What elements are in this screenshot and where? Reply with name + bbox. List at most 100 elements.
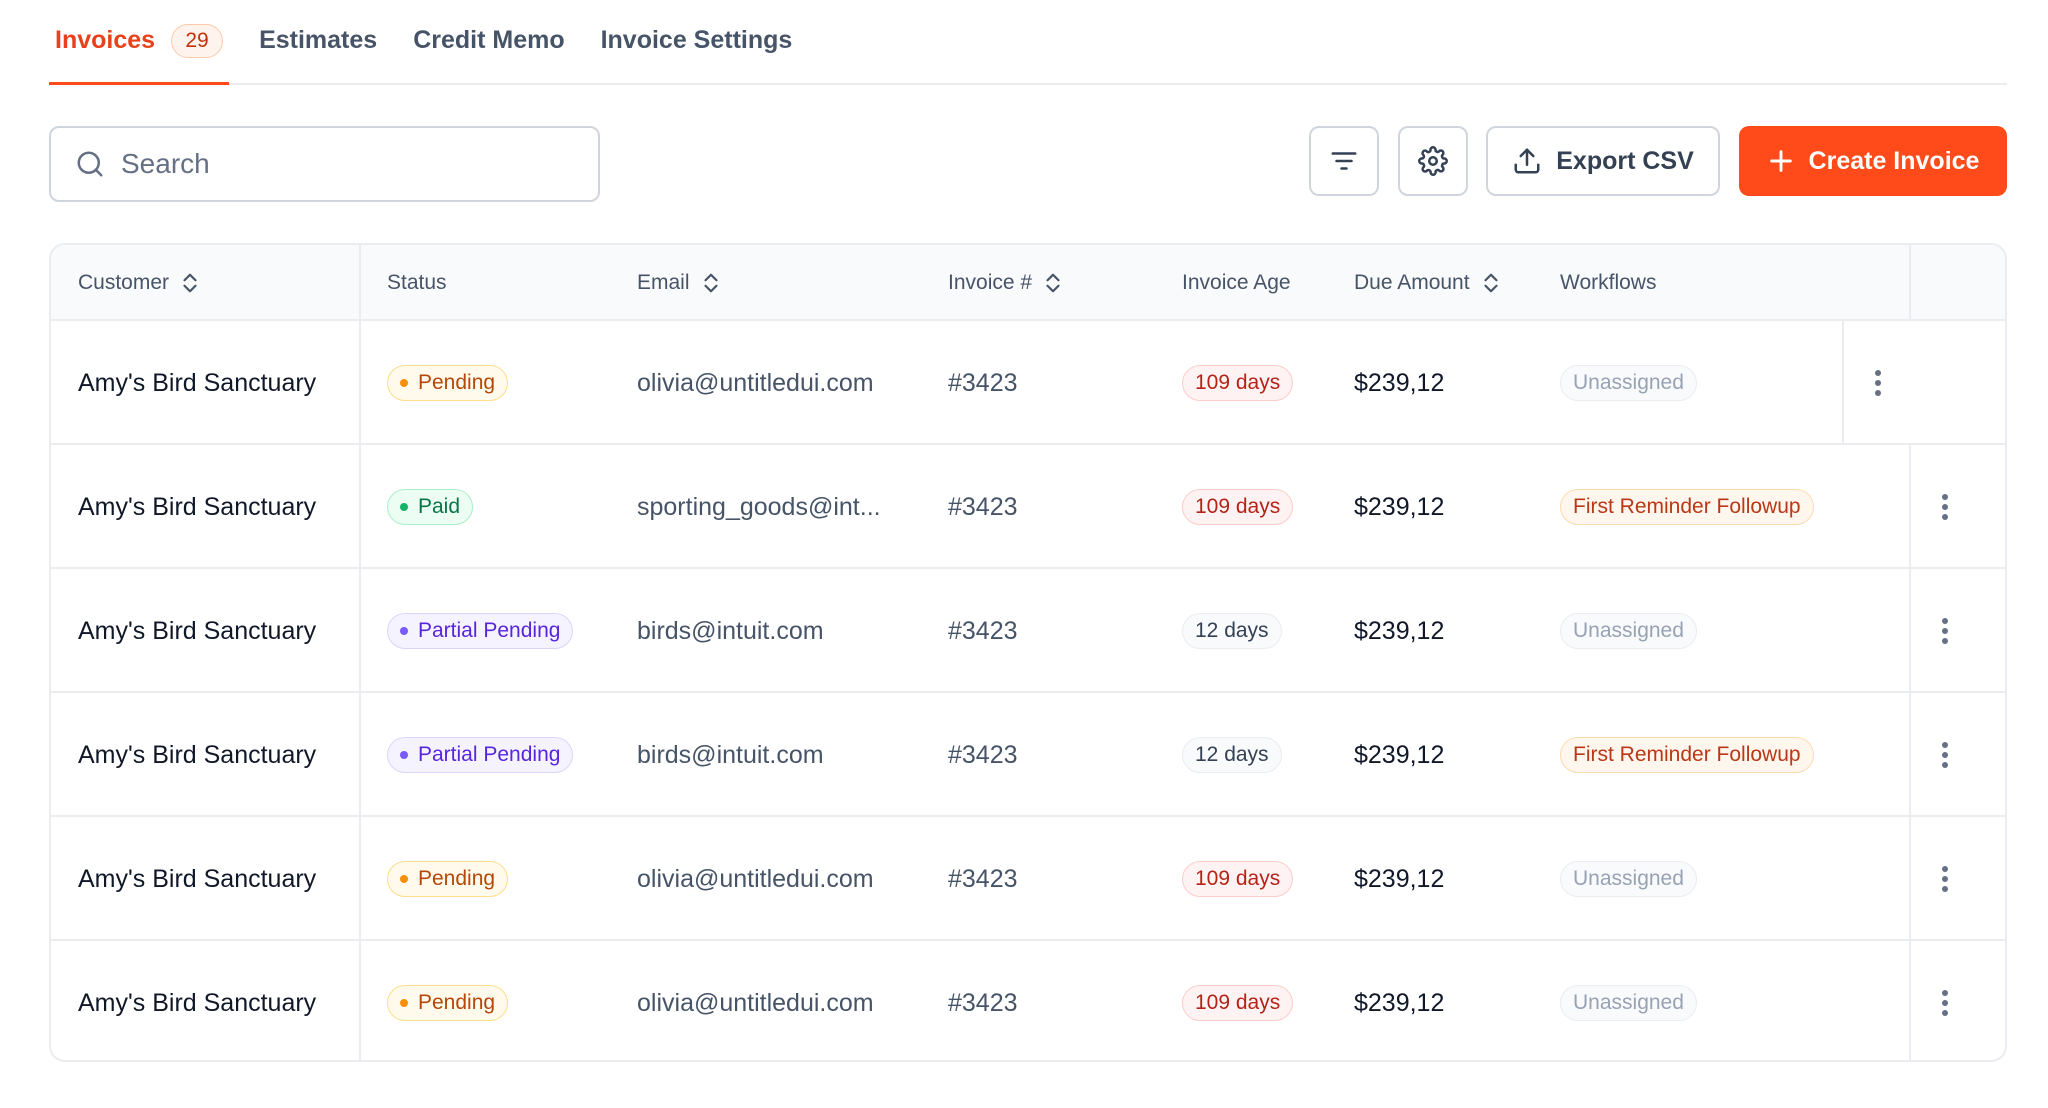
table-row[interactable]: Amy's Bird Sanctuary Partial Pending birds… <box>51 569 2005 693</box>
status-dot-icon <box>400 503 408 511</box>
status-cell: Pending <box>387 941 509 1060</box>
tab-credit-memo-label: Credit Memo <box>413 26 565 54</box>
column-customer-label: Customer <box>78 271 170 294</box>
email-value: olivia@untitledui.com <box>637 864 874 893</box>
search-box[interactable] <box>49 126 600 202</box>
invoice-number[interactable]: #3423 <box>948 492 1018 521</box>
column-header-email[interactable]: Email <box>637 245 720 321</box>
workflow-badge[interactable]: First Reminder Followup <box>1560 737 1814 773</box>
export-csv-button[interactable]: Export CSV <box>1486 126 1720 196</box>
filter-button[interactable] <box>1309 126 1379 196</box>
table-row[interactable]: Amy's Bird Sanctuary Pending olivia@untitl… <box>51 321 2005 445</box>
status-badge: Pending <box>387 985 509 1021</box>
upload-icon <box>1514 148 1540 174</box>
column-due-label: Due Amount <box>1354 271 1470 294</box>
workflow-badge[interactable]: Unassigned <box>1560 985 1697 1021</box>
status-dot-icon <box>400 751 408 759</box>
tab-invoice-settings-label: Invoice Settings <box>600 26 793 54</box>
tab-credit-memo[interactable]: Credit Memo <box>407 0 570 83</box>
due-amount: $239,12 <box>1354 368 1445 397</box>
status-dot-icon <box>400 379 408 387</box>
workflow-badge[interactable]: First Reminder Followup <box>1560 489 1814 525</box>
invoice-age-badge: 109 days <box>1182 985 1294 1021</box>
customer-column-divider <box>359 245 361 1060</box>
column-header-workflows: Workflows <box>1560 245 1656 321</box>
age-cell: 12 days <box>1182 569 1282 693</box>
filter-lines-icon <box>1331 152 1357 170</box>
invoice-number[interactable]: #3423 <box>948 988 1018 1017</box>
table-row[interactable]: Amy's Bird Sanctuary Paid sporting_goods@i… <box>51 445 2005 569</box>
tab-invoice-settings[interactable]: Invoice Settings <box>595 0 799 83</box>
more-vertical-icon <box>1875 370 1881 396</box>
plus-icon <box>1769 150 1792 172</box>
export-csv-label: Export CSV <box>1556 146 1694 175</box>
status-cell: Pending <box>387 321 509 445</box>
row-actions-button[interactable] <box>1925 569 1965 693</box>
status-dot-icon <box>400 627 408 635</box>
status-label: Paid <box>418 495 461 518</box>
status-dot-icon <box>400 999 408 1007</box>
actions-header-divider <box>1909 245 1911 321</box>
invoice-age-badge: 109 days <box>1182 489 1294 525</box>
invoice-number[interactable]: #3423 <box>948 368 1018 397</box>
tab-invoices-label: Invoices <box>55 26 156 54</box>
customer-name: Amy's Bird Sanctuary <box>78 740 317 769</box>
workflow-cell: Unassigned <box>1560 569 1697 693</box>
search-input[interactable] <box>121 148 561 180</box>
row-actions-button[interactable] <box>1925 817 1965 941</box>
invoice-count-badge: 29 <box>171 23 224 58</box>
workflow-cell: Unassigned <box>1560 941 1697 1060</box>
more-vertical-icon <box>1942 742 1948 768</box>
invoice-number[interactable]: #3423 <box>948 740 1018 769</box>
tab-invoices[interactable]: Invoices 29 <box>49 0 230 85</box>
row-actions-button[interactable] <box>1858 321 1898 445</box>
due-amount: $239,12 <box>1354 864 1445 893</box>
age-cell: 109 days <box>1182 445 1294 569</box>
table-row[interactable]: Amy's Bird Sanctuary Pending olivia@untitl… <box>51 817 2005 941</box>
column-workflows-label: Workflows <box>1560 271 1657 294</box>
customer-name: Amy's Bird Sanctuary <box>78 368 317 397</box>
workflow-badge[interactable]: Unassigned <box>1560 365 1697 401</box>
status-dot-icon <box>400 875 408 883</box>
row-actions-button[interactable] <box>1925 445 1965 569</box>
sort-icon <box>1483 273 1498 293</box>
sort-icon <box>183 273 197 293</box>
customer-name: Amy's Bird Sanctuary <box>78 864 317 893</box>
settings-button[interactable] <box>1398 126 1468 196</box>
sort-icon <box>1046 273 1060 293</box>
column-header-invoice-number[interactable]: Invoice # <box>948 245 1062 321</box>
invoice-number[interactable]: #3423 <box>948 864 1018 893</box>
table-header: Customer Status Email Invoice # Invoice … <box>51 245 2005 321</box>
age-cell: 109 days <box>1182 321 1294 445</box>
due-amount: $239,12 <box>1354 740 1445 769</box>
tab-estimates[interactable]: Estimates <box>253 0 383 83</box>
status-label: Pending <box>418 371 496 394</box>
workflow-badge[interactable]: Unassigned <box>1560 861 1697 897</box>
age-cell: 12 days <box>1182 693 1282 817</box>
status-cell: Partial Pending <box>387 693 574 817</box>
column-email-label: Email <box>637 271 690 294</box>
workflow-badge[interactable]: Unassigned <box>1560 613 1697 649</box>
status-label: Partial Pending <box>418 619 561 642</box>
create-invoice-button[interactable]: Create Invoice <box>1739 126 2007 196</box>
status-cell: Paid <box>387 445 474 569</box>
column-age-label: Invoice Age <box>1182 271 1291 294</box>
due-amount: $239,12 <box>1354 988 1445 1017</box>
invoice-number[interactable]: #3423 <box>948 616 1018 645</box>
tab-bar: Invoices 29 Estimates Credit Memo Invoic… <box>49 0 2007 85</box>
email-value: olivia@untitledui.com <box>637 368 874 397</box>
status-cell: Pending <box>387 817 509 941</box>
status-badge: Partial Pending <box>387 613 574 649</box>
actions-column-divider <box>1909 445 1911 1060</box>
column-header-invoice-age: Invoice Age <box>1182 245 1291 321</box>
search-icon <box>77 151 103 177</box>
row-actions-button[interactable] <box>1925 693 1965 817</box>
column-header-customer[interactable]: Customer <box>78 245 199 321</box>
table-row[interactable]: Amy's Bird Sanctuary Pending olivia@untitl… <box>51 941 2005 1060</box>
row-actions-button[interactable] <box>1925 941 1965 1060</box>
table-row[interactable]: Amy's Bird Sanctuary Partial Pending birds… <box>51 693 2005 817</box>
status-label: Partial Pending <box>418 743 561 766</box>
age-cell: 109 days <box>1182 941 1294 1060</box>
workflow-cell: Unassigned <box>1560 817 1697 941</box>
column-header-due-amount[interactable]: Due Amount <box>1354 245 1500 321</box>
